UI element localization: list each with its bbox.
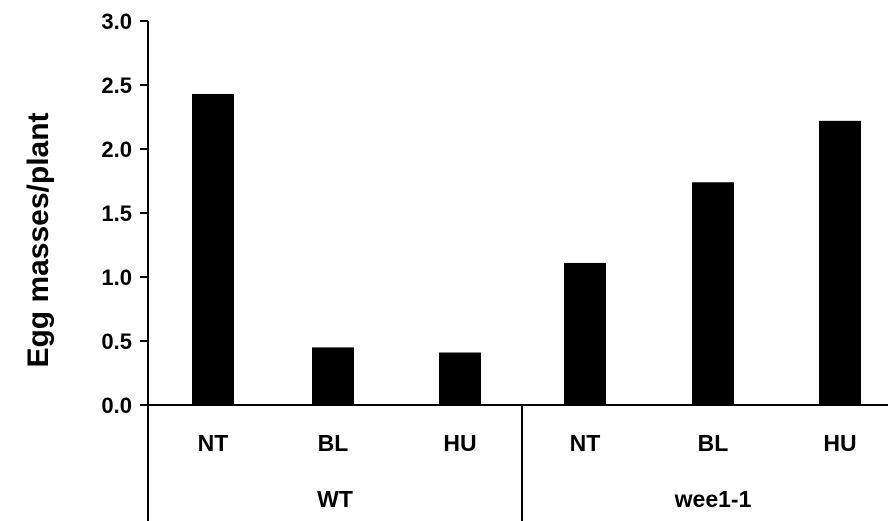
group-label: WT xyxy=(317,486,353,512)
bar xyxy=(312,347,354,405)
y-tick-label: 0.5 xyxy=(101,329,132,354)
x-tick-label: BL xyxy=(698,430,729,456)
x-tick-label: HU xyxy=(443,430,476,456)
x-tick-label: NT xyxy=(198,430,229,456)
x-tick-label: HU xyxy=(823,430,856,456)
y-tick-label: 1.5 xyxy=(101,201,132,226)
y-tick-label: 0.0 xyxy=(101,393,132,418)
bar xyxy=(192,93,234,406)
y-tick-label: 1.0 xyxy=(101,265,132,290)
bar xyxy=(439,352,481,405)
y-tick-label: 2.0 xyxy=(101,137,132,162)
group-label: wee1-1 xyxy=(674,486,752,512)
x-tick-label: NT xyxy=(570,430,601,456)
bar xyxy=(564,262,606,405)
y-tick-label: 2.5 xyxy=(101,73,132,98)
y-axis-title: Egg masses/plant xyxy=(22,112,55,367)
bar xyxy=(819,120,861,405)
y-tick-label: 3.0 xyxy=(101,9,132,34)
bar xyxy=(692,182,734,405)
x-tick-label: BL xyxy=(318,430,349,456)
